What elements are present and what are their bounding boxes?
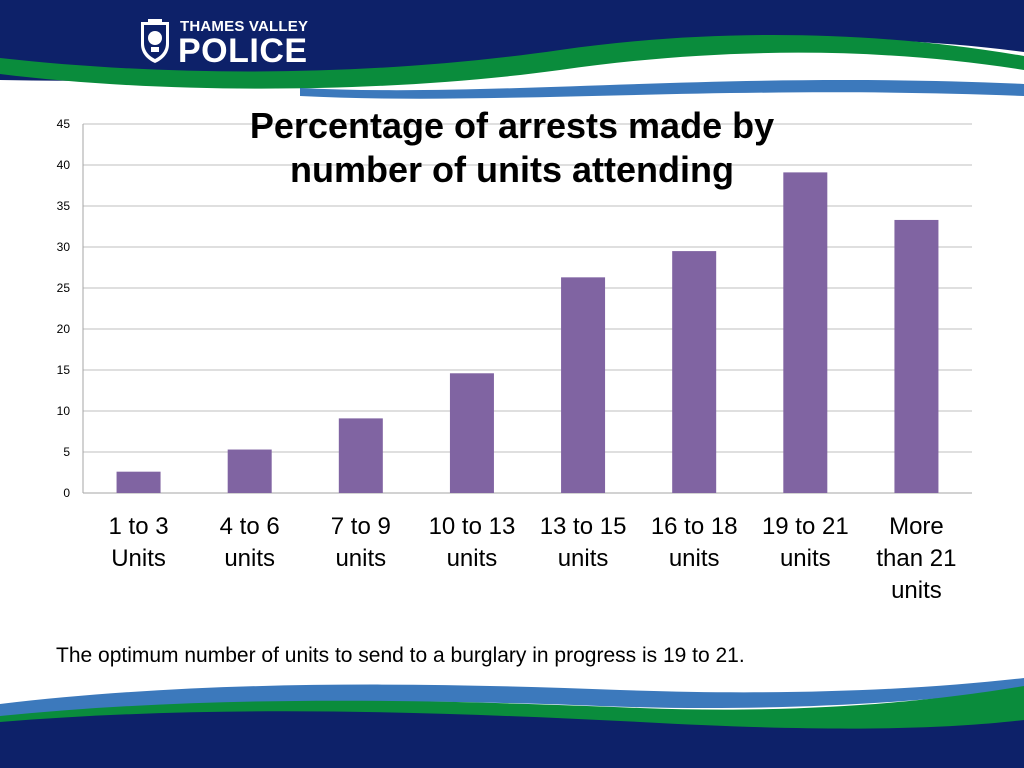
chart-title-line-2: number of units attending xyxy=(290,149,734,190)
bar xyxy=(449,373,494,493)
y-axis-ticks: 0 5 10 15 20 25 30 35 40 45 xyxy=(57,117,71,500)
y-tick-label: 30 xyxy=(57,240,71,254)
x-tick-label: units xyxy=(780,545,831,572)
x-tick-label: 10 to 13 xyxy=(429,513,516,540)
x-tick-label: Units xyxy=(111,545,166,572)
logo: THAMES VALLEY POLICE xyxy=(138,16,338,70)
x-tick-label: than 21 xyxy=(876,545,956,572)
y-tick-label: 20 xyxy=(57,322,71,336)
logo-org-line1: THAMES VALLEY xyxy=(180,18,309,35)
header-navy-band xyxy=(0,0,1024,82)
x-tick-label: 13 to 15 xyxy=(540,513,627,540)
x-tick-label: 1 to 3 xyxy=(109,513,169,540)
police-crest-icon xyxy=(141,19,169,63)
y-tick-label: 40 xyxy=(57,158,71,172)
chart-title-line-1: Percentage of arrests made by xyxy=(249,105,775,146)
y-tick-label: 35 xyxy=(57,199,71,213)
bar xyxy=(672,251,717,493)
x-tick-label: 7 to 9 xyxy=(331,513,391,540)
x-tick-label: units xyxy=(558,545,609,572)
bar xyxy=(894,219,939,493)
x-tick-label: units xyxy=(447,545,498,572)
bar-chart: 0 5 10 15 20 25 30 35 40 45 1 to 3 Units 4 to 6 unit… xyxy=(57,117,972,604)
y-tick-label: 5 xyxy=(63,445,70,459)
x-axis-labels: 1 to 3 Units 4 to 6 units 7 to 9 units 10 to 1… xyxy=(109,513,957,604)
x-tick-label: 19 to 21 xyxy=(762,513,849,540)
x-tick-label: units xyxy=(891,577,942,604)
x-tick-label: 16 to 18 xyxy=(651,513,738,540)
x-tick-label: 4 to 6 xyxy=(220,513,280,540)
footer-navy-swoosh xyxy=(0,711,1024,768)
y-tick-label: 0 xyxy=(63,486,70,500)
header-green-swoosh xyxy=(0,34,1024,89)
x-tick-label: More xyxy=(889,513,944,540)
bar xyxy=(783,172,828,493)
bar xyxy=(561,277,606,493)
x-tick-label: units xyxy=(669,545,720,572)
footer-banner xyxy=(0,678,1024,768)
x-tick-label: units xyxy=(335,545,386,572)
logo-org-line2: POLICE xyxy=(178,32,308,70)
chart-title: Percentage of arrests made by number of … xyxy=(160,104,864,192)
bar xyxy=(116,471,161,493)
y-tick-label: 45 xyxy=(57,117,71,131)
caption-text: The optimum number of units to send to a… xyxy=(56,644,745,667)
bar xyxy=(227,449,272,493)
header-blue-swoosh xyxy=(300,79,1024,99)
x-tick-label: units xyxy=(224,545,275,572)
header-banner xyxy=(0,0,1024,99)
bar xyxy=(338,418,383,493)
y-tick-label: 10 xyxy=(57,404,71,418)
y-tick-label: 25 xyxy=(57,281,71,295)
y-tick-label: 15 xyxy=(57,363,71,377)
footer-blue-swoosh xyxy=(0,678,1024,718)
bars xyxy=(116,172,939,493)
